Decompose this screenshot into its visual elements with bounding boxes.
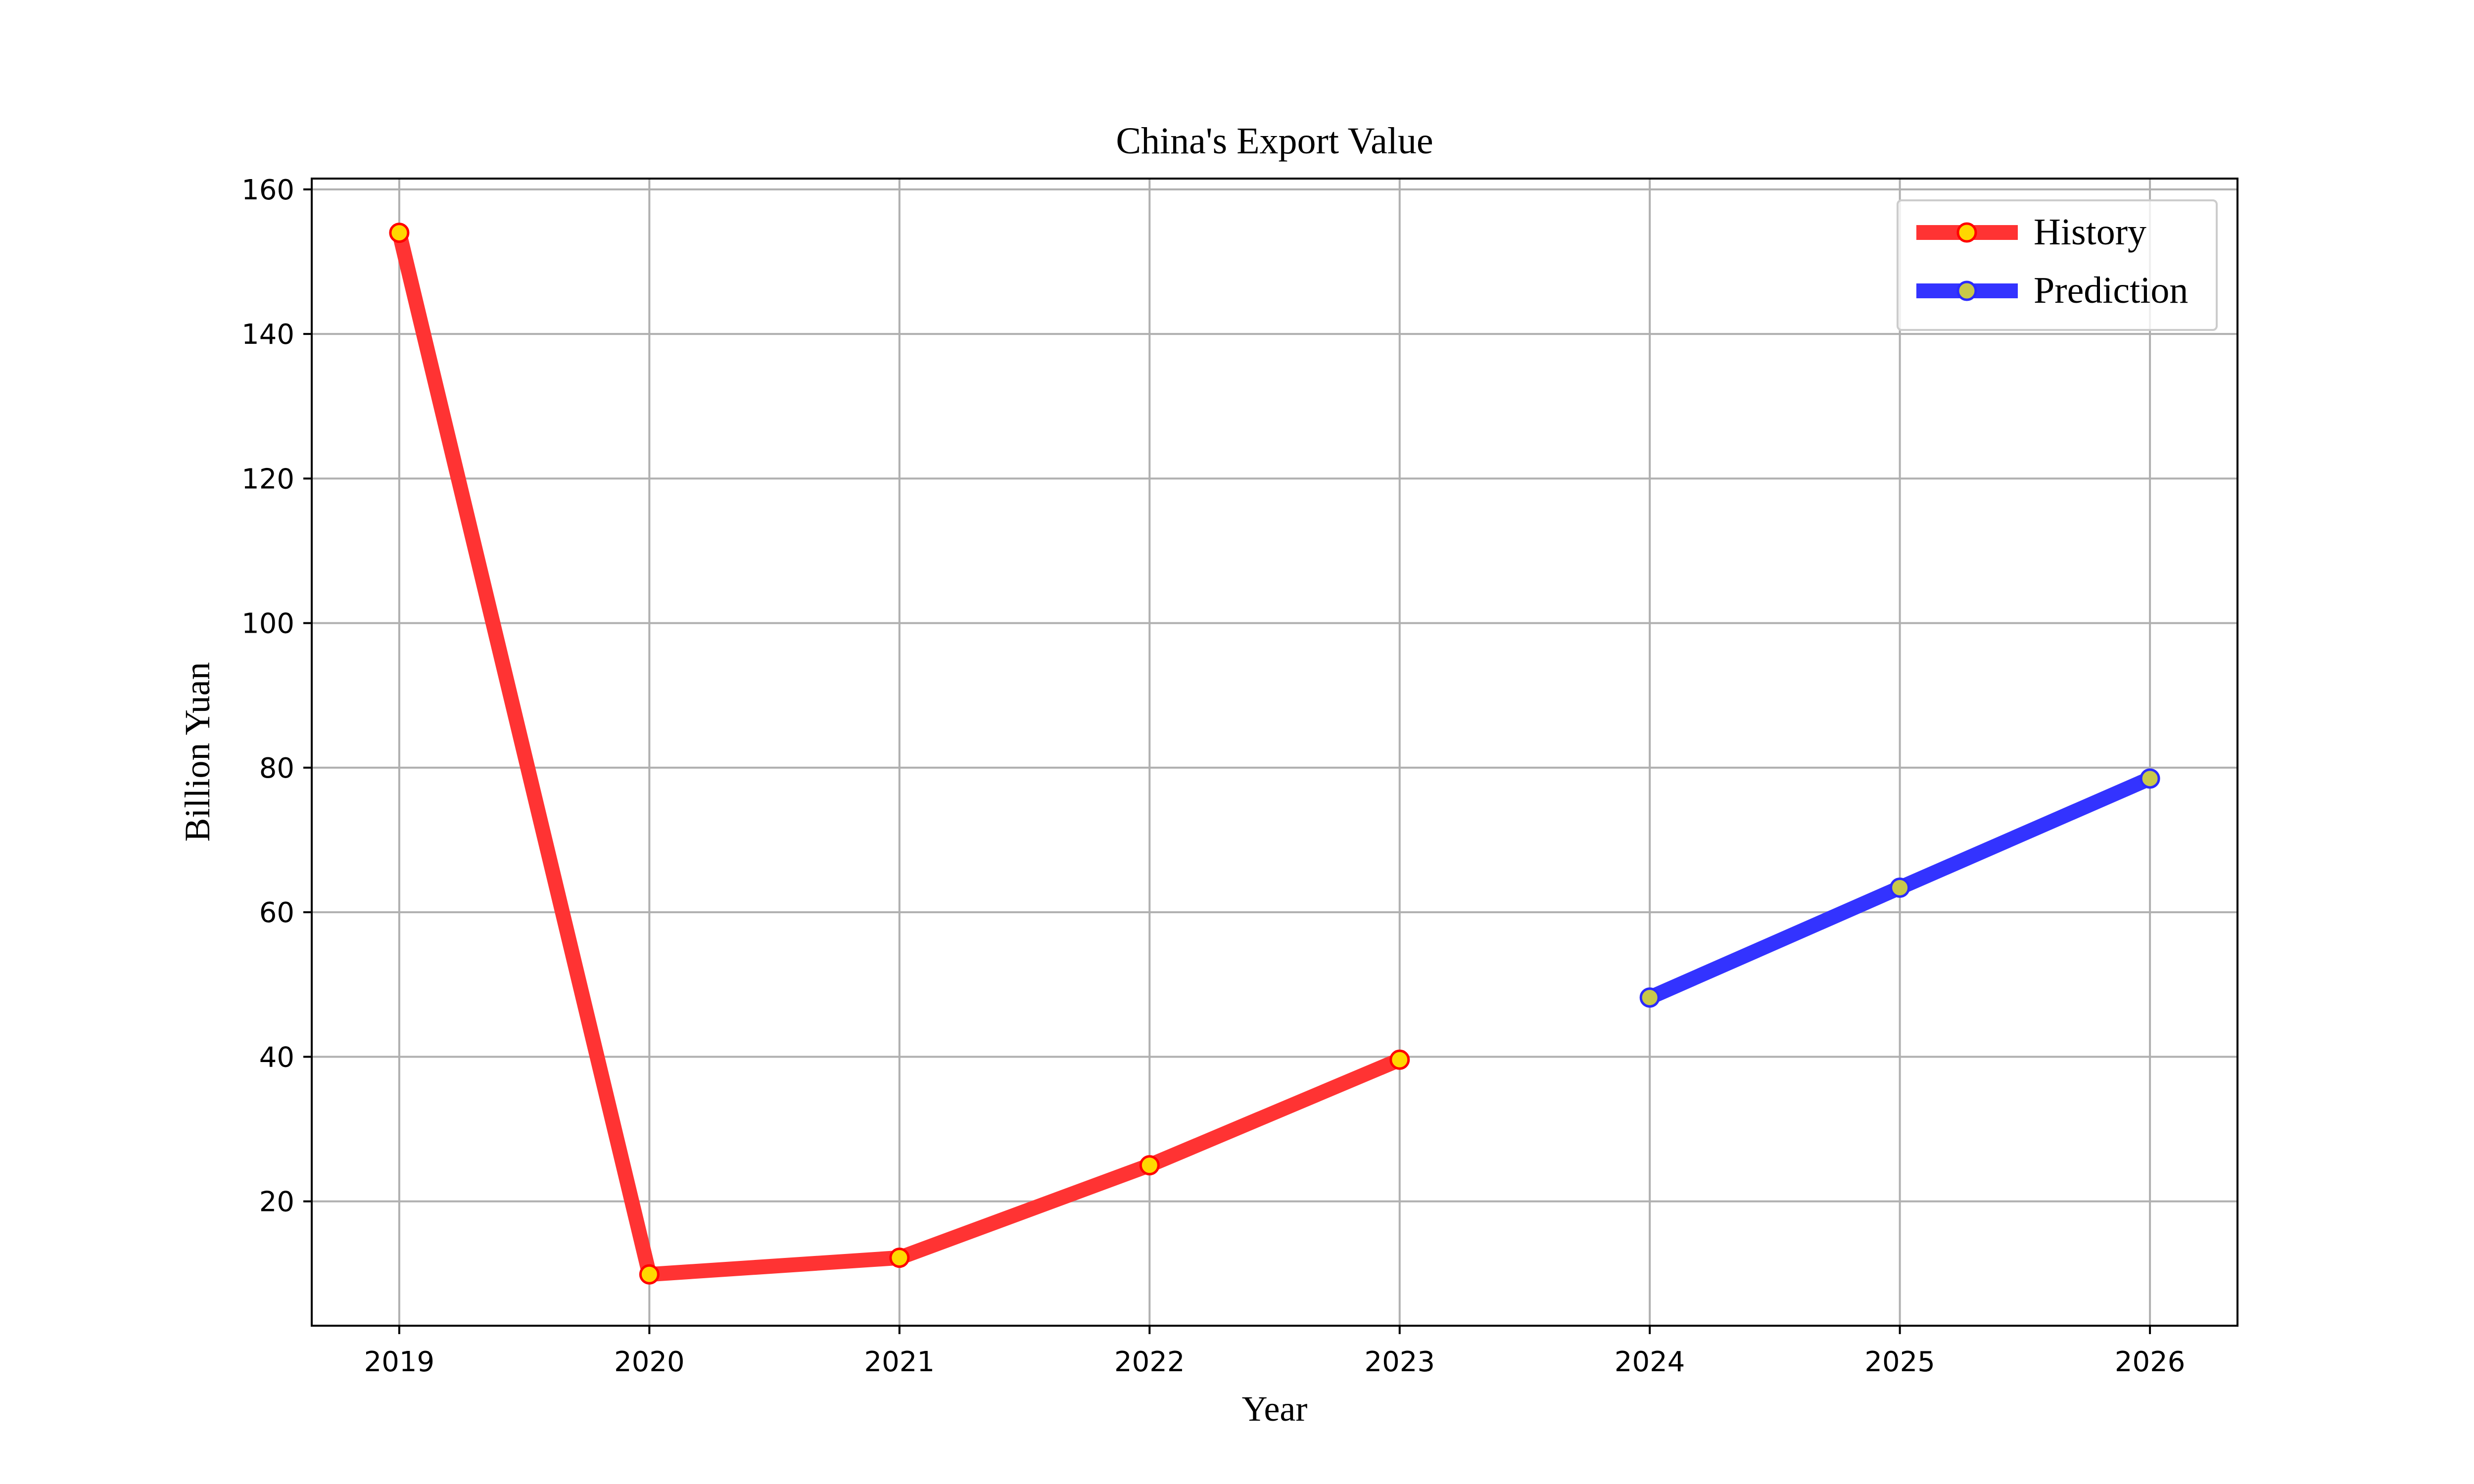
legend-prediction-label: Prediction	[2034, 270, 2188, 311]
x-tick-label: 2022	[1114, 1346, 1185, 1378]
prediction-point	[1639, 987, 1660, 1008]
y-tick-label: 140	[241, 319, 294, 351]
y-tick-label: 120	[241, 463, 294, 495]
legend: History Prediction	[1897, 199, 2218, 331]
x-tick-label: 2021	[864, 1346, 935, 1378]
y-tick-label: 40	[259, 1041, 294, 1073]
x-tick-label: 2025	[1864, 1346, 1935, 1378]
x-axis-label: Year	[1242, 1389, 1308, 1429]
history-point	[1139, 1155, 1160, 1176]
y-tick-label: 80	[259, 752, 294, 785]
history-point	[1389, 1049, 1410, 1070]
history-point	[389, 223, 410, 243]
legend-history-label: History	[2034, 211, 2146, 253]
plot-frame	[311, 178, 2238, 1327]
prediction-point	[2140, 768, 2160, 789]
legend-prediction-marker	[1956, 280, 1977, 301]
history-point	[889, 1248, 910, 1268]
series-layer	[389, 223, 2160, 1285]
x-tick-label: 2020	[614, 1346, 685, 1378]
legend-entries: History Prediction	[1916, 211, 2188, 311]
x-tick-label: 2026	[2115, 1346, 2186, 1378]
history-point	[639, 1264, 660, 1285]
y-tick-label: 20	[259, 1186, 294, 1218]
y-tick-label: 100	[241, 608, 294, 640]
chart-title: China's Export Value	[1116, 120, 1433, 162]
x-tick-label: 2024	[1615, 1346, 1685, 1378]
y-tick-label: 160	[241, 174, 294, 206]
x-tick-label: 2023	[1364, 1346, 1435, 1378]
y-axis-label: Billion Yuan	[178, 662, 217, 841]
ticks: 2019 2020 2021 2022 2023 2024 2025 2026 20 40 60 80…	[241, 174, 2185, 1378]
prediction-point	[1890, 877, 1910, 898]
legend-history-marker	[1956, 222, 1977, 243]
y-tick-label: 60	[259, 897, 294, 929]
x-tick-label: 2019	[364, 1346, 435, 1378]
